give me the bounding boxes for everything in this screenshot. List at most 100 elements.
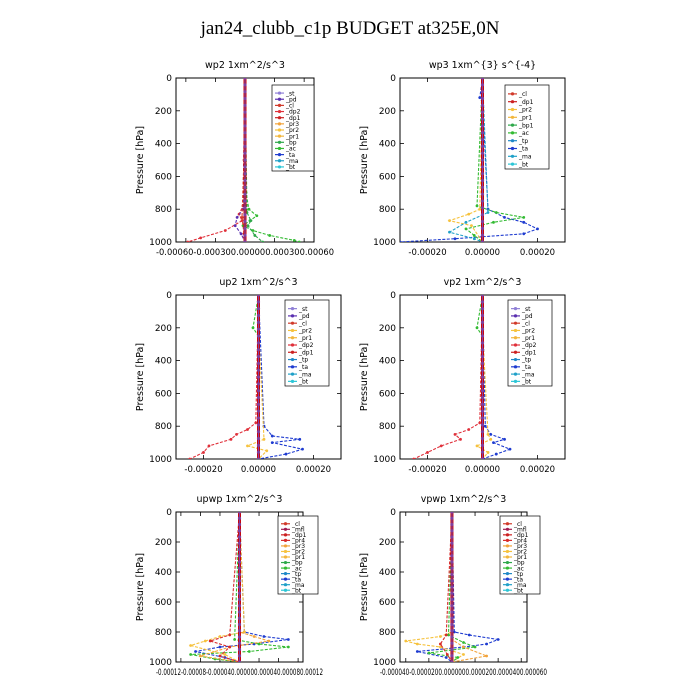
center-point	[256, 313, 261, 318]
panel-5: upwp 1xm^2/s^3 Pressure [hPa] 0 200 400 600 80…	[135, 494, 323, 678]
legend-marker	[277, 134, 282, 138]
legend-label: _ma	[521, 371, 535, 378]
center-point	[480, 213, 485, 217]
center-point	[237, 516, 242, 520]
series-point	[536, 227, 539, 231]
series-point	[503, 437, 506, 441]
legend-label: _ac	[518, 130, 529, 137]
center-point	[480, 172, 485, 176]
legend-label: _cl	[285, 103, 294, 110]
legend-marker	[510, 162, 515, 166]
legend-marker	[290, 328, 295, 333]
center-point	[480, 96, 485, 101]
center-point	[480, 450, 485, 454]
y-tick-label: 400	[379, 568, 396, 578]
y-axis-label: Pressure [hPa]	[135, 343, 146, 411]
series-point	[486, 451, 490, 454]
legend-marker	[510, 146, 515, 151]
series-point	[492, 441, 495, 444]
center-point	[256, 416, 261, 420]
y-tick-label: 1000	[373, 658, 396, 668]
center-point	[237, 572, 242, 577]
series-point	[265, 449, 269, 453]
y-tick-label: 200	[379, 324, 396, 334]
y-tick-label: 800	[155, 422, 172, 432]
legend-marker	[283, 527, 288, 531]
series-point	[202, 451, 205, 454]
center-point	[480, 320, 485, 324]
legend-label: _pr1	[285, 133, 299, 140]
x-tick-label: 0.00000	[465, 465, 500, 475]
center-point	[450, 641, 454, 645]
series-point	[292, 238, 296, 242]
legend-marker	[283, 555, 288, 559]
y-tick-label: 600	[379, 389, 396, 399]
series-point	[253, 234, 257, 237]
legend-label: _ta	[298, 364, 308, 371]
legend-marker	[513, 328, 518, 333]
center-point	[450, 622, 454, 627]
series-point	[199, 654, 202, 658]
center-point	[450, 647, 454, 652]
series-point	[444, 656, 448, 659]
center-point	[237, 566, 242, 570]
series-point	[459, 437, 462, 441]
series-group	[188, 512, 290, 662]
series-point	[494, 211, 498, 214]
series-point	[189, 644, 193, 647]
legend-label: _pr2	[285, 127, 299, 134]
legend-label: _cl	[513, 521, 522, 528]
legend-label: _mfl	[291, 527, 305, 534]
legend-label: _ta	[513, 576, 523, 583]
series-point	[189, 653, 193, 656]
center-point	[256, 382, 261, 386]
legend-marker	[283, 560, 288, 565]
center-point	[243, 110, 247, 114]
series-point	[261, 240, 265, 242]
legend-marker	[510, 115, 515, 119]
legend-marker	[283, 572, 288, 576]
legend-marker	[290, 314, 295, 318]
series-point	[439, 642, 442, 646]
center-point	[256, 436, 261, 441]
center-point	[480, 90, 485, 94]
series-point	[478, 421, 482, 425]
center-point	[256, 361, 261, 365]
legend-label: _bt	[285, 164, 296, 171]
legend-marker	[277, 128, 282, 132]
series-point	[427, 651, 431, 655]
series-point	[247, 207, 251, 211]
series-point	[194, 650, 197, 653]
legend-label: _pr1	[291, 554, 305, 561]
series-point	[262, 437, 266, 441]
legend-marker	[283, 583, 288, 587]
y-tick-label: 200	[155, 107, 172, 117]
center-point	[480, 430, 485, 434]
legend: _cl_mfl_dp1_pr4_pr3_pr2_pr1_bp_ac_tp_ta_…	[499, 515, 541, 594]
series-point	[439, 635, 442, 638]
center-point	[256, 389, 261, 393]
legend-marker	[290, 357, 295, 362]
center-point	[450, 560, 454, 564]
legend-label: _pr1	[298, 335, 312, 342]
y-axis-label: Pressure [hPa]	[359, 126, 370, 194]
legend-label: _dp2	[298, 342, 314, 349]
legend-label: _dp1	[285, 115, 301, 122]
legend-marker	[290, 350, 295, 354]
series-point	[444, 633, 448, 637]
series-point	[453, 237, 457, 241]
center-point	[256, 375, 261, 379]
center-point	[450, 604, 454, 608]
center-point	[256, 430, 261, 434]
legend-label: _pr2	[521, 328, 535, 335]
legend-marker	[513, 372, 518, 376]
series-point	[415, 642, 419, 646]
series-point	[218, 654, 222, 658]
series-group	[404, 512, 501, 662]
y-tick-label: 400	[379, 357, 396, 367]
center-point	[243, 90, 247, 94]
legend-marker	[513, 314, 518, 318]
center-point	[480, 443, 485, 447]
series-point	[228, 633, 232, 637]
